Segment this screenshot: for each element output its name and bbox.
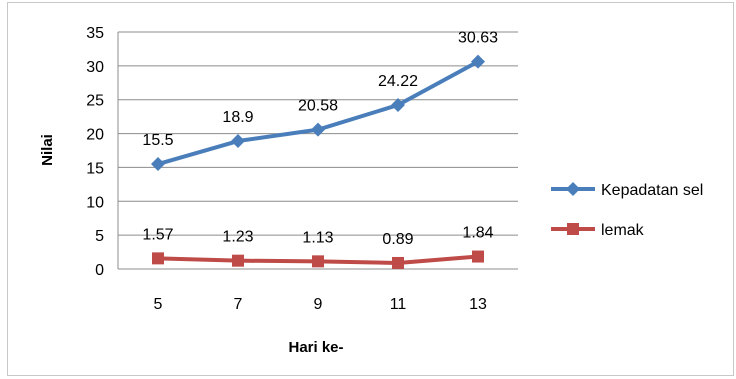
data-label: 1.84 xyxy=(462,225,493,242)
data-point-square xyxy=(232,254,244,267)
data-label: 0.89 xyxy=(382,231,413,248)
legend-label: lemak xyxy=(601,222,645,239)
series-layer xyxy=(151,54,485,269)
data-point-diamond xyxy=(231,134,245,149)
data-point-diamond xyxy=(311,122,325,137)
data-label: 24.22 xyxy=(378,73,418,90)
data-label: 18.9 xyxy=(222,109,253,126)
chart-frame xyxy=(7,2,734,376)
y-tick-label: 5 xyxy=(95,228,104,245)
y-tick-label: 25 xyxy=(86,93,104,110)
data-point-square xyxy=(312,255,324,268)
data-point-square xyxy=(472,250,484,263)
data-point-diamond xyxy=(391,97,405,112)
x-tick-label: 9 xyxy=(314,296,323,313)
y-tick-label: 35 xyxy=(86,25,104,42)
x-tick-label: 5 xyxy=(154,296,163,313)
y-tick-label: 20 xyxy=(86,127,104,144)
x-tick-label: 11 xyxy=(390,296,407,313)
legend-label: Kepadatan sel xyxy=(601,182,703,199)
x-tick-label: 7 xyxy=(234,296,243,313)
data-label: 20.58 xyxy=(298,98,338,115)
legend-marker-diamond xyxy=(566,182,580,196)
legend-marker-square xyxy=(567,223,579,235)
y-tick-label: 15 xyxy=(86,160,104,177)
data-point-square xyxy=(152,252,164,265)
data-label: 1.57 xyxy=(142,226,173,243)
data-label: 30.63 xyxy=(458,30,498,47)
data-label: 1.13 xyxy=(302,229,333,246)
y-tick-label: 0 xyxy=(95,262,104,279)
data-point-diamond xyxy=(471,54,485,69)
x-axis-title: Hari ke- xyxy=(288,339,343,356)
data-label: 15.5 xyxy=(142,132,173,149)
y-tick-label: 30 xyxy=(86,59,104,76)
data-label: 1.23 xyxy=(222,229,253,246)
legend: Kepadatan sel lemak xyxy=(551,182,703,239)
y-tick-label: 10 xyxy=(86,194,104,211)
data-point-square xyxy=(392,256,404,269)
x-tick-label: 13 xyxy=(469,296,487,313)
axes: 0 5 10 15 20 25 30 35 5 7 9 11 13 xyxy=(86,25,487,313)
y-axis-title: Nilai xyxy=(39,134,56,166)
data-labels: 15.5 18.9 20.58 24.22 30.63 1.57 1.23 1.13 0.89 1… xyxy=(142,30,498,248)
data-point-diamond xyxy=(151,157,165,172)
